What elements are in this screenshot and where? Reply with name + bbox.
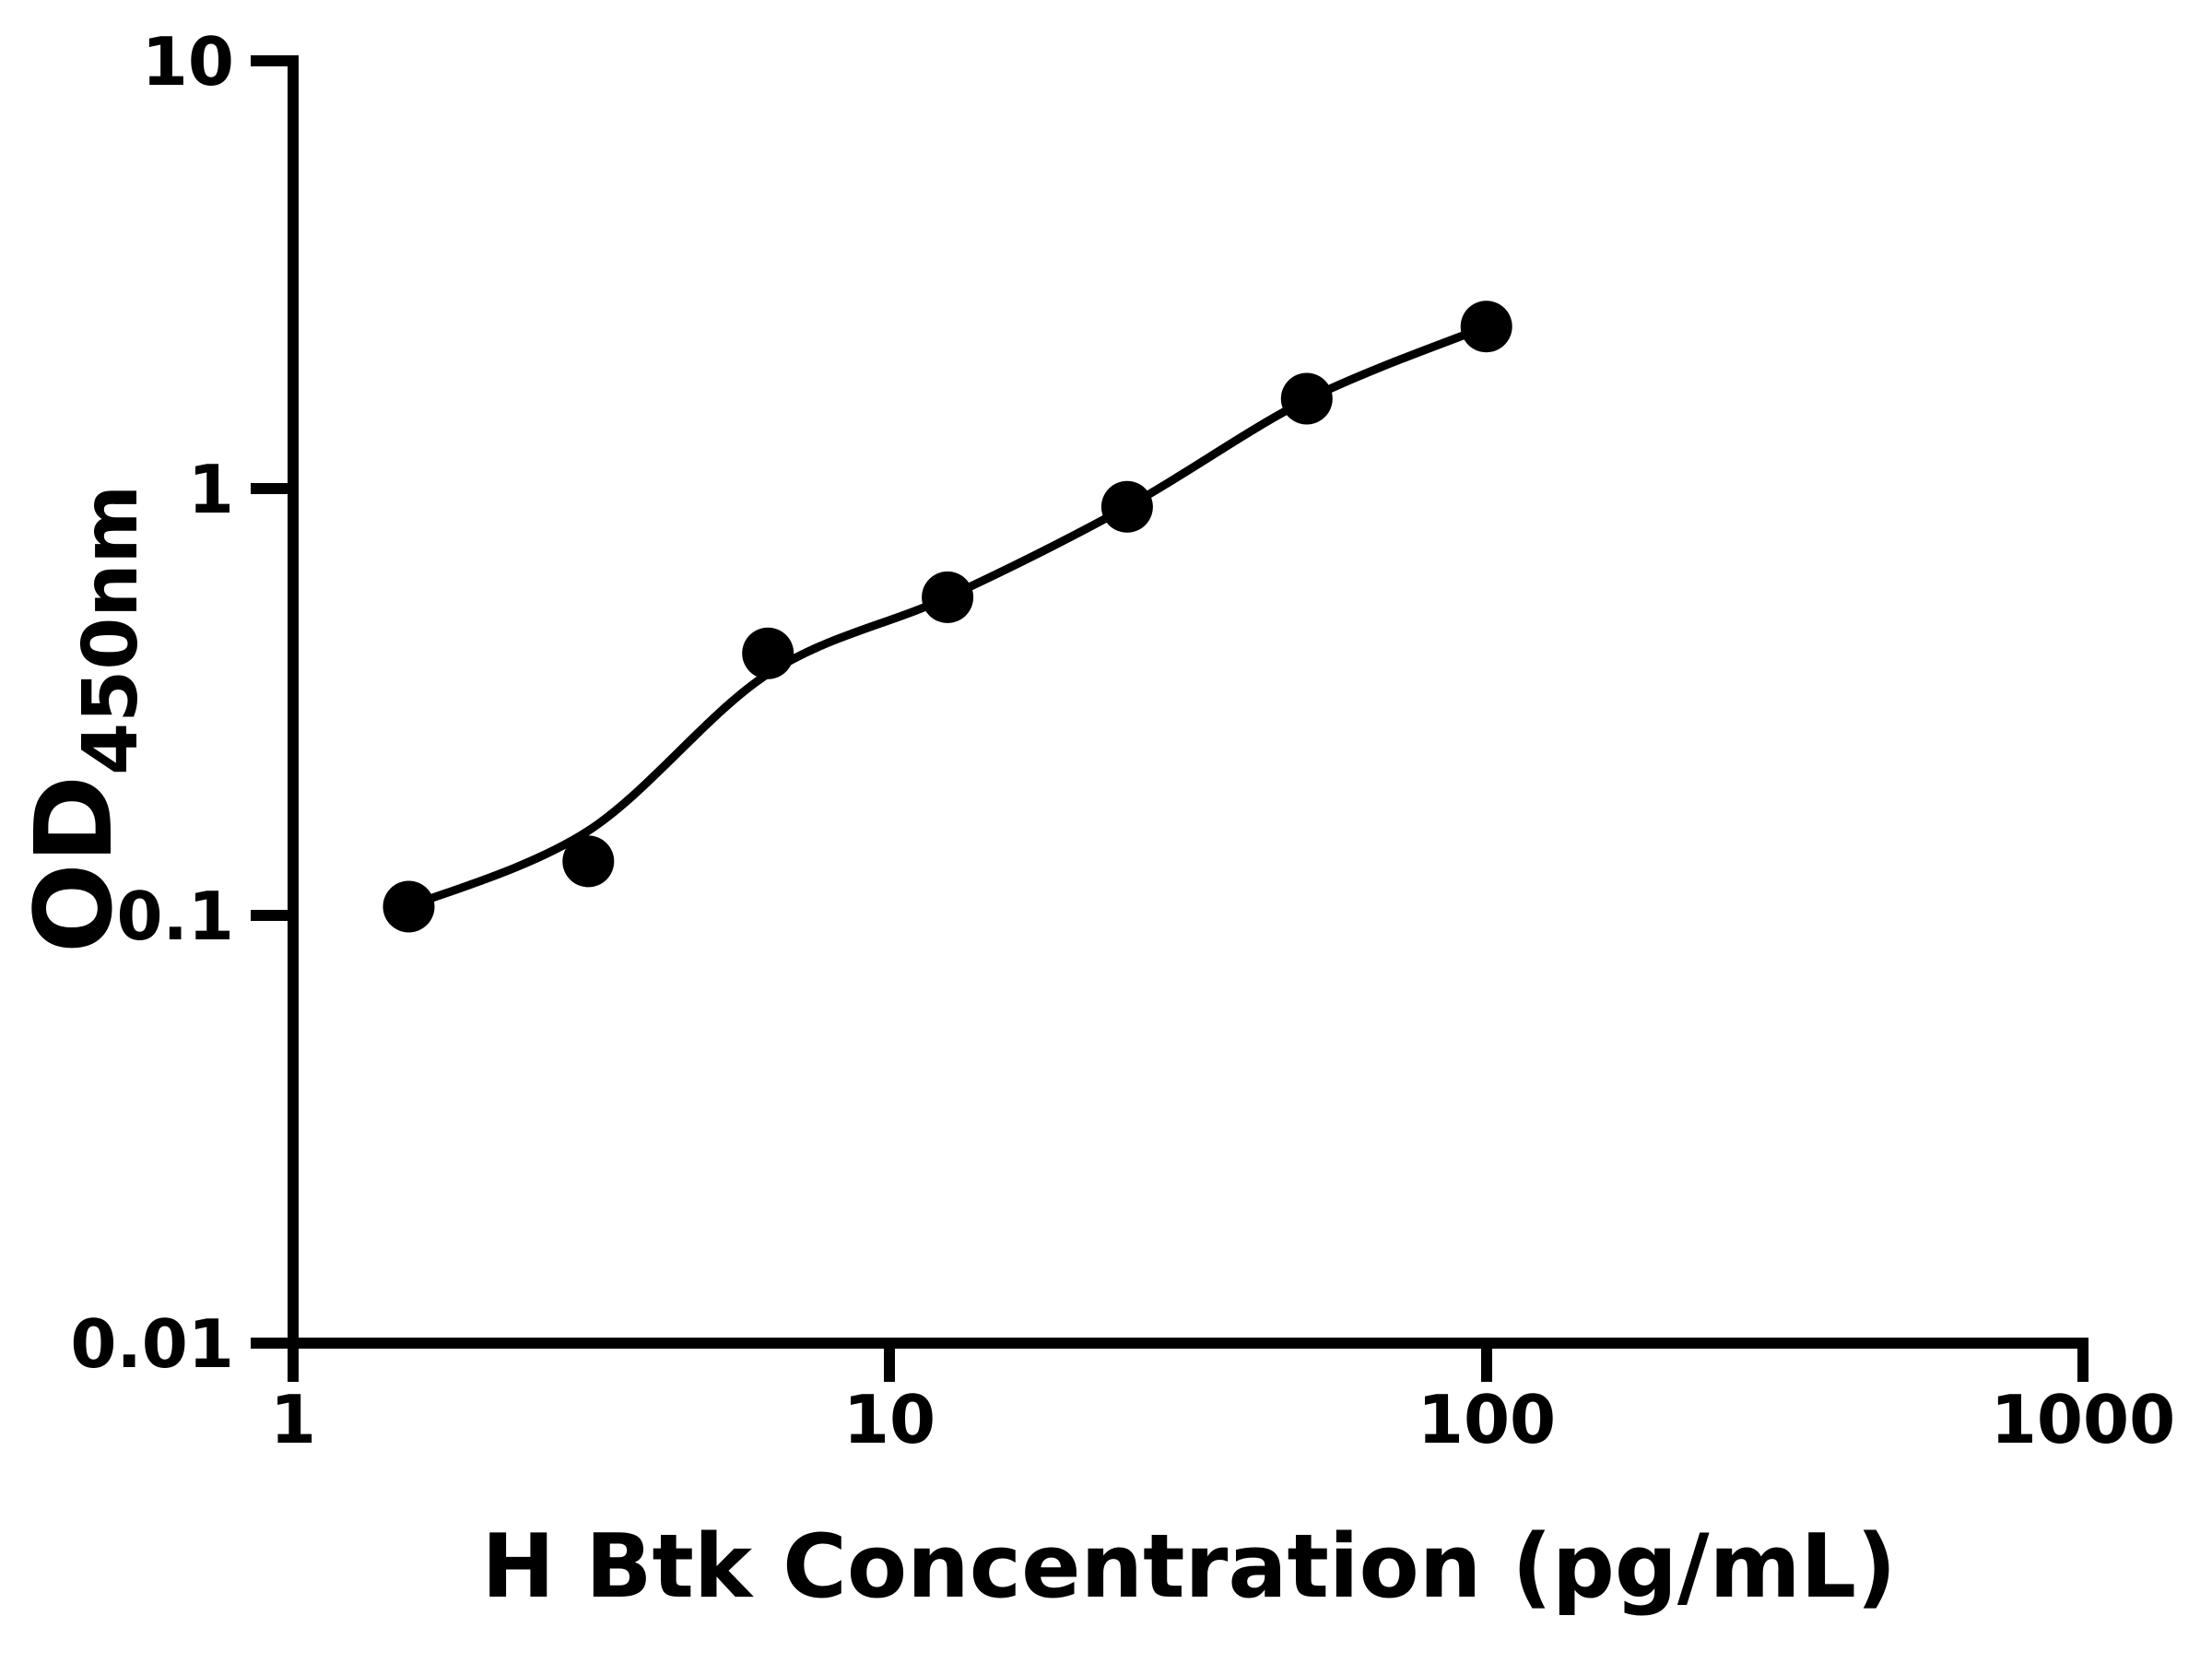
x-axis-title: H Btk Concentration (pg/mL) (481, 1516, 1896, 1618)
y-axis-title: OD450nm (13, 485, 155, 953)
x-tick-label-10: 10 (843, 1381, 935, 1458)
y-tick-label-1: 1 (188, 451, 234, 528)
y-axis-tick-labels: 10 1 0.1 0.01 (70, 23, 234, 1383)
y-tick-label-10: 10 (142, 23, 234, 100)
y-tick-label-0_1: 0.1 (116, 878, 234, 955)
axes (288, 55, 2088, 1382)
data-point (922, 571, 974, 623)
x-tick-label-1000: 1000 (1991, 1381, 2175, 1458)
x-axis-tick-labels: 1 10 100 1000 (270, 1381, 2175, 1458)
x-axis-ticks (288, 1343, 2088, 1382)
data-point (742, 627, 794, 679)
x-tick-label-100: 100 (1418, 1381, 1556, 1458)
x-tick-label-1: 1 (270, 1381, 316, 1458)
y-axis-title-main: OD (13, 775, 136, 953)
y-axis-ticks (251, 55, 293, 1349)
data-point (1280, 372, 1333, 425)
y-tick-label-0_01: 0.01 (70, 1305, 234, 1383)
data-point (562, 835, 615, 888)
data-point (1100, 480, 1153, 533)
data-points (382, 301, 1512, 933)
y-axis-title-subscript: 450nm (67, 485, 155, 775)
data-point (382, 880, 435, 933)
data-point (1460, 301, 1512, 353)
